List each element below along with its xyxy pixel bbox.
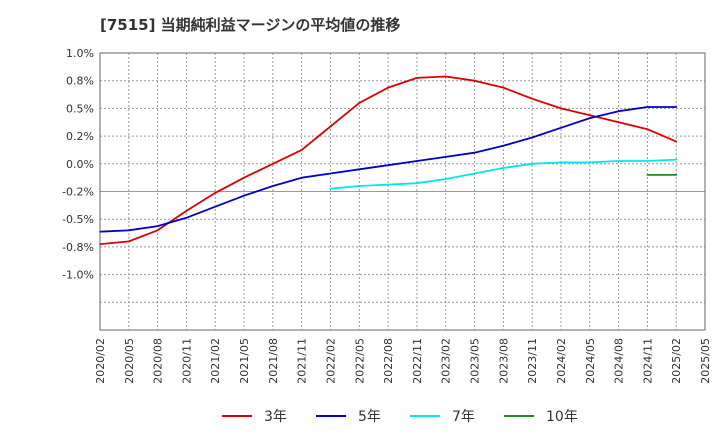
- x-tick-label: 2021/11: [296, 338, 309, 384]
- x-tick-label: 2023/08: [497, 338, 510, 384]
- chart-title: [7515] 当期純利益マージンの平均値の推移: [100, 16, 401, 34]
- y-tick-label: 0.2%: [66, 130, 94, 143]
- y-tick-label: 1.0%: [66, 47, 94, 60]
- x-tick-label: 2025/05: [699, 338, 712, 384]
- x-tick-label: 2020/08: [152, 338, 165, 384]
- x-tick-label: 2021/02: [209, 338, 222, 384]
- x-tick-label: 2021/08: [267, 338, 280, 384]
- legend-label: 10年: [546, 409, 578, 425]
- y-tick-label: 0.8%: [66, 75, 94, 88]
- x-tick-label: 2022/05: [353, 338, 366, 384]
- x-tick-label: 2022/02: [324, 338, 337, 384]
- x-axis-ticks: 2020/02 2020/05 2020/08 2020/11 2021/02 2021/…: [94, 338, 712, 384]
- x-tick-label: 2024/05: [584, 338, 597, 384]
- x-tick-label: 2024/08: [613, 338, 626, 384]
- series-line-5年: [99, 106, 678, 233]
- x-tick-label: 2025/02: [670, 338, 683, 384]
- y-tick-label: -0.5%: [62, 213, 94, 226]
- legend-label: 5年: [358, 409, 381, 425]
- plot-border: [99, 52, 706, 331]
- legend-label: 7年: [452, 409, 475, 425]
- x-tick-label: 2023/05: [469, 338, 482, 384]
- x-tick-label: 2024/02: [555, 338, 568, 384]
- y-axis-ticks: 1.0% 0.8% 0.5% 0.2% 0.0% -0.2% -0.5% -0.8% -1.0%: [62, 47, 94, 282]
- x-tick-label: 2020/02: [94, 338, 107, 384]
- series-line-3年: [99, 75, 678, 246]
- x-tick-label: 2022/11: [411, 338, 424, 384]
- y-tick-label: 0.0%: [66, 158, 94, 171]
- x-tick-label: 2022/08: [382, 338, 395, 384]
- x-tick-label: 2024/11: [641, 338, 654, 384]
- series-lines: [99, 75, 678, 246]
- legend-label: 3年: [264, 409, 287, 425]
- x-tick-label: 2023/02: [440, 338, 453, 384]
- grid-lines: [99, 52, 706, 331]
- x-tick-label: 2020/05: [123, 338, 136, 384]
- y-tick-label: -0.2%: [62, 186, 94, 199]
- y-tick-label: 0.5%: [66, 102, 94, 115]
- y-tick-label: -1.0%: [62, 269, 94, 282]
- x-tick-label: 2023/11: [526, 338, 539, 384]
- x-tick-label: 2020/11: [180, 338, 193, 384]
- x-tick-label: 2021/05: [238, 338, 251, 384]
- y-tick-label: -0.8%: [62, 241, 94, 254]
- series-line-7年: [329, 158, 678, 190]
- legend: 3年 5年 7年 10年: [222, 409, 578, 425]
- plot-frame: [99, 52, 706, 331]
